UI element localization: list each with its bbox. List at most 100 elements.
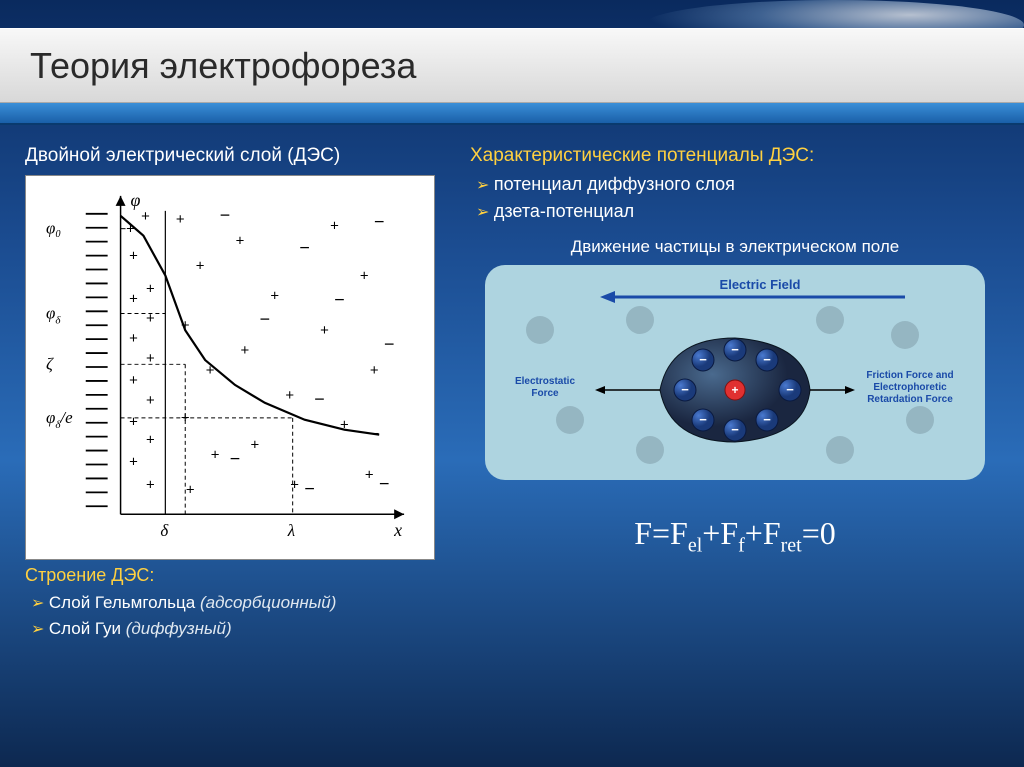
svg-text:+: + <box>206 362 215 379</box>
particle-diagram-svg: Electric Field+−−−−−−−−ElectrostaticForc… <box>485 265 985 480</box>
right-bullets: потенциал диффузного слоя дзета-потенциа… <box>470 171 1000 225</box>
slide-title: Теория электрофореза <box>30 45 416 87</box>
formula-part: F=F <box>634 515 688 551</box>
svg-text:+: + <box>340 417 349 434</box>
svg-text:+: + <box>129 372 138 389</box>
formula-sub: ret <box>781 534 802 556</box>
svg-text:−: − <box>299 238 309 258</box>
svg-text:+: + <box>196 258 205 275</box>
svg-text:+: + <box>146 432 155 449</box>
svg-text:−: − <box>369 424 379 444</box>
svg-text:−: − <box>384 334 394 354</box>
content-area: Двойной электрический слой (ДЭС) φ x φ₀ φδ ζ… <box>0 140 1024 767</box>
svg-text:−: − <box>314 389 324 409</box>
svg-text:Force: Force <box>531 388 559 399</box>
svg-text:Friction Force and: Friction Force and <box>866 370 953 381</box>
svg-text:+: + <box>241 342 250 359</box>
left-subtitle: Двойной электрический слой (ДЭС) <box>25 145 455 167</box>
svg-text:−: − <box>260 309 270 329</box>
svg-text:+: + <box>129 414 138 431</box>
left-column: Двойной электрический слой (ДЭС) φ x φ₀ φδ ζ… <box>25 145 455 560</box>
svg-text:−: − <box>699 412 707 427</box>
svg-text:+: + <box>360 267 369 284</box>
svg-text:+: + <box>236 233 245 250</box>
particle-diagram: Electric Field+−−−−−−−−ElectrostaticForc… <box>485 265 985 480</box>
svg-text:+: + <box>146 476 155 493</box>
force-formula: F=Fel+Ff+Fret=0 <box>470 515 1000 557</box>
svg-text:−: − <box>786 382 794 397</box>
svg-text:φδ: φδ <box>46 303 61 326</box>
formula-part: =0 <box>802 515 836 551</box>
svg-text:Electric Field: Electric Field <box>720 277 801 292</box>
svg-text:+: + <box>126 221 135 238</box>
bullet-main: Слой Гельмгольца <box>49 593 200 612</box>
bullet-paren: (адсорбционный) <box>200 593 336 612</box>
svg-text:+: + <box>129 330 138 347</box>
bullet-paren: (диффузный) <box>126 619 232 638</box>
formula-part: +F <box>702 515 738 551</box>
svg-text:+: + <box>129 290 138 307</box>
structure-block: Строение ДЭС: Слой Гельмгольца (адсорбци… <box>25 565 445 642</box>
svg-text:+: + <box>330 218 339 235</box>
svg-text:+: + <box>146 310 155 327</box>
edl-chart: φ x φ₀ φδ ζ φδ/e δ λ + + + + + + + + + + + + + + + + + + + + + + + + + + +… <box>25 175 435 560</box>
svg-text:φ: φ <box>131 190 141 210</box>
svg-text:+: + <box>186 481 195 498</box>
svg-text:+: + <box>146 392 155 409</box>
svg-text:+: + <box>251 437 260 454</box>
svg-text:+: + <box>731 383 738 397</box>
svg-text:+: + <box>270 287 279 304</box>
svg-text:+: + <box>370 362 379 379</box>
svg-text:+: + <box>211 447 220 464</box>
formula-sub: f <box>738 534 745 556</box>
svg-text:+: + <box>290 476 299 493</box>
svg-text:Electrophoretic: Electrophoretic <box>873 382 947 393</box>
svg-text:−: − <box>374 212 384 232</box>
svg-text:+: + <box>181 317 190 334</box>
svg-text:−: − <box>334 289 344 309</box>
svg-text:−: − <box>379 473 389 493</box>
right-column: Характеристические потенциалы ДЭС: потен… <box>470 145 1000 557</box>
slide-header: Теория электрофореза <box>0 28 1024 103</box>
header-accent-bar <box>0 103 1024 125</box>
svg-text:+: + <box>146 280 155 297</box>
svg-text:−: − <box>220 205 230 225</box>
svg-text:+: + <box>176 211 185 228</box>
list-item: Слой Гельмгольца (адсорбционный) <box>31 590 445 616</box>
svg-text:+: + <box>285 387 294 404</box>
formula-part: +F <box>745 515 781 551</box>
svg-text:+: + <box>146 350 155 367</box>
svg-text:+: + <box>141 208 150 225</box>
svg-text:φδ/e: φδ/e <box>46 408 73 431</box>
svg-text:+: + <box>181 410 190 427</box>
svg-text:−: − <box>731 342 739 357</box>
svg-text:φ₀: φ₀ <box>46 219 61 238</box>
diagram-title: Движение частицы в электрическом поле <box>470 237 1000 257</box>
edl-chart-svg: φ x φ₀ φδ ζ φδ/e δ λ + + + + + + + + + + + + + + + + + + + + + + + + + + +… <box>26 176 434 559</box>
svg-text:−: − <box>304 478 314 498</box>
struct-heading: Строение ДЭС: <box>25 565 445 586</box>
svg-text:Electrostatic: Electrostatic <box>515 376 575 387</box>
formula-sub: el <box>688 534 702 556</box>
svg-text:−: − <box>763 352 771 367</box>
svg-text:Retardation Force: Retardation Force <box>867 394 953 405</box>
list-item: потенциал диффузного слоя <box>476 171 1000 198</box>
list-item: дзета-потенциал <box>476 198 1000 225</box>
svg-text:λ: λ <box>287 521 295 540</box>
svg-text:−: − <box>681 382 689 397</box>
svg-text:+: + <box>129 248 138 265</box>
svg-text:−: − <box>699 352 707 367</box>
bullet-main: Слой Гуи <box>49 619 126 638</box>
svg-text:ζ: ζ <box>46 354 54 373</box>
list-item: Слой Гуи (диффузный) <box>31 616 445 642</box>
svg-text:−: − <box>763 412 771 427</box>
svg-text:+: + <box>320 322 329 339</box>
svg-text:−: − <box>230 448 240 468</box>
struct-bullets: Слой Гельмгольца (адсорбционный) Слой Гу… <box>25 590 445 642</box>
right-heading: Характеристические потенциалы ДЭС: <box>470 145 1000 167</box>
svg-text:x: x <box>393 520 402 540</box>
svg-text:+: + <box>365 466 374 483</box>
svg-text:−: − <box>731 422 739 437</box>
svg-text:+: + <box>129 453 138 470</box>
svg-text:δ: δ <box>160 521 169 540</box>
